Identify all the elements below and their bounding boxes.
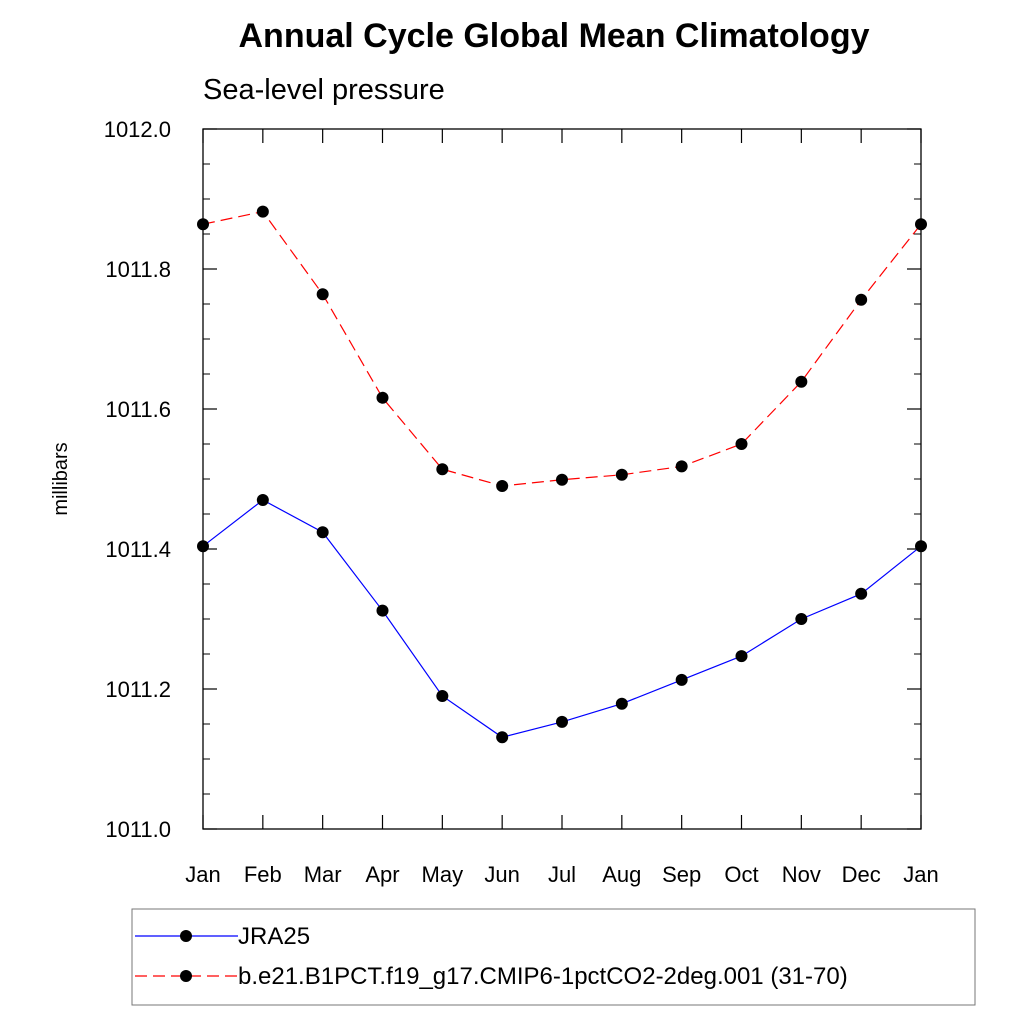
y-axis-label: millibars [50, 442, 72, 515]
data-point [496, 731, 509, 744]
data-point [795, 375, 808, 388]
x-tick-label: Feb [244, 862, 282, 887]
legend-marker-jra25 [180, 930, 192, 942]
data-point [376, 391, 389, 404]
x-tick-label: Nov [782, 862, 821, 887]
series-line-0 [202, 499, 922, 738]
x-tick-label: Apr [365, 862, 399, 887]
tick-labels: Jan Feb Mar Apr May Jun Jul Aug Sep Oct Nov Dec Jan 1… [104, 117, 939, 887]
series-layer [197, 205, 927, 744]
x-tick-label: Dec [842, 862, 881, 887]
x-tick-label: Jul [548, 862, 576, 887]
data-point [496, 480, 509, 492]
data-point [675, 673, 688, 686]
data-point [436, 690, 449, 702]
data-point [675, 460, 688, 473]
x-tick-label: Jan [903, 862, 938, 887]
data-point [615, 468, 628, 481]
legend-marker-cmip6 [180, 970, 192, 982]
legend-label-jra25: JRA25 [238, 923, 310, 950]
data-point [855, 293, 868, 306]
data-point [376, 604, 389, 617]
legend: JRA25 b.e21.B1PCT.f19_g17.CMIP6-1pctCO2-… [131, 908, 976, 1006]
data-point [735, 438, 748, 450]
data-point [256, 205, 269, 218]
data-point [436, 463, 449, 476]
series-line-1 [202, 210, 922, 487]
x-tick-label: Sep [662, 862, 701, 887]
y-tick-label: 1011.4 [105, 537, 171, 562]
data-point [615, 697, 628, 710]
data-point [556, 473, 568, 486]
data-point [795, 613, 808, 625]
data-point [316, 526, 329, 539]
chart-subtitle: Sea-level pressure [203, 74, 445, 106]
x-tick-label: Jan [185, 862, 220, 887]
x-tick-label: Mar [304, 862, 342, 887]
data-point [556, 715, 568, 728]
plot-frame [202, 128, 922, 830]
y-tick-label: 1011.8 [105, 257, 171, 282]
data-point [855, 587, 868, 600]
y-tick-label: 1011.0 [105, 817, 171, 842]
x-tick-label: Aug [602, 862, 641, 887]
data-point [735, 650, 748, 663]
x-tick-label: Jun [484, 862, 519, 887]
y-tick-label: 1012.0 [104, 117, 171, 142]
data-point [256, 494, 269, 506]
x-tick-label: Oct [724, 862, 758, 887]
y-tick-label: 1011.6 [105, 397, 171, 422]
data-point [316, 288, 329, 301]
legend-box [131, 908, 976, 1006]
legend-label-cmip6: b.e21.B1PCT.f19_g17.CMIP6-1pctCO2-2deg.0… [238, 963, 848, 990]
chart-title: Annual Cycle Global Mean Climatology [239, 17, 870, 55]
x-tick-label: May [422, 862, 464, 887]
y-tick-label: 1011.2 [105, 677, 171, 702]
